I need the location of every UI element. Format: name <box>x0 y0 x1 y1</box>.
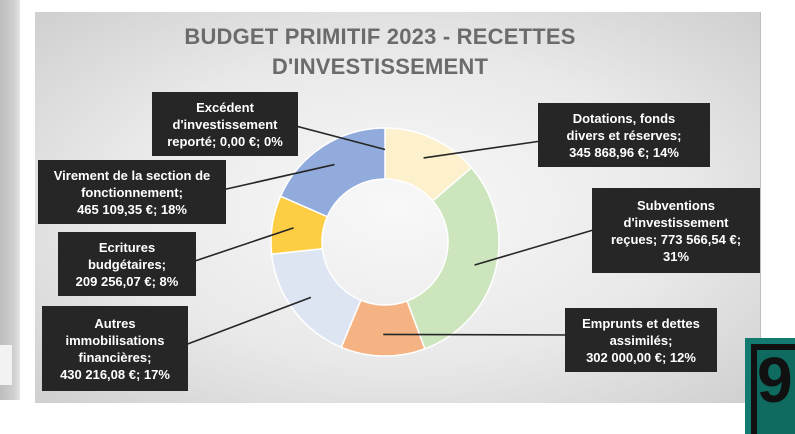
leader-line-subventions <box>474 227 601 266</box>
leader-line-emprunts <box>383 333 573 336</box>
left-panel-edge <box>0 0 20 400</box>
data-label-autres-immobilisations: Autres immobilisations financières; 430 … <box>42 306 188 391</box>
corner-badge-glyph: 9 <box>757 344 793 416</box>
slice-virement <box>279 127 386 218</box>
data-label-emprunts: Emprunts et dettes assimilés; 302 000,00… <box>565 308 717 372</box>
slice-subventions <box>406 166 500 350</box>
leader-line-excedent <box>291 124 386 151</box>
data-label-virement: Virement de la section de fonctionnement… <box>38 160 226 224</box>
chart-title: BUDGET PRIMITIF 2023 - RECETTES D'INVEST… <box>160 22 600 82</box>
chart-title-line-2: D'INVESTISSEMENT <box>271 54 489 79</box>
corner-badge: 9 <box>745 338 795 434</box>
chart-title-line-1: BUDGET PRIMITIF 2023 - RECETTES <box>184 24 576 49</box>
corner-badge-inner <box>751 344 795 434</box>
slice-autres-immobilisations <box>270 247 362 349</box>
leader-line-virement <box>221 163 335 191</box>
leader-line-autres-immobilisations <box>184 296 312 346</box>
data-label-subventions: Subventions d'investissement reçues; 773… <box>592 188 760 273</box>
data-label-dotations: Dotations, fonds divers et réserves; 345… <box>538 103 710 167</box>
leader-line-ecritures <box>191 227 294 263</box>
leader-line-dotations <box>423 139 549 159</box>
data-label-excedent: Excédent d'investissement reporté; 0,00 … <box>152 92 298 156</box>
data-label-ecritures: Ecritures budgétaires; 209 256,07 €; 8% <box>58 232 196 296</box>
